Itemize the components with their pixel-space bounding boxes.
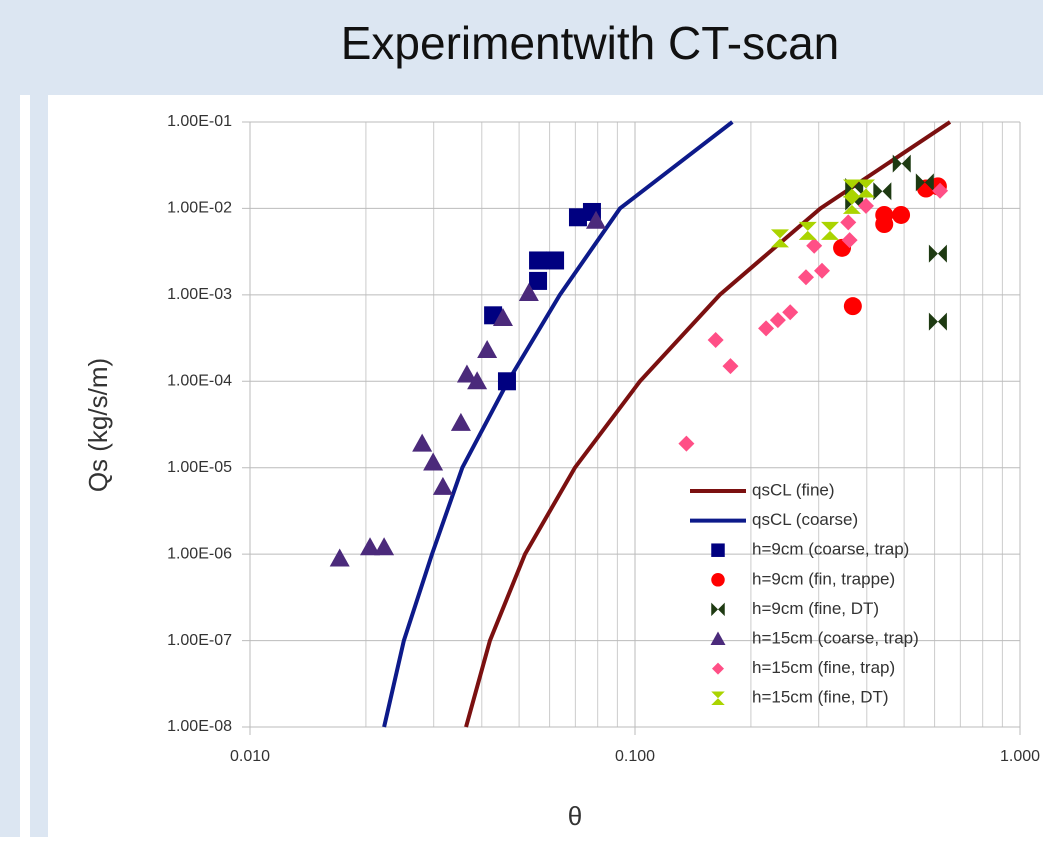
marker-diamond bbox=[814, 262, 831, 279]
marker-diamond bbox=[678, 435, 695, 452]
x-tick-label: 1.000 bbox=[1000, 748, 1040, 765]
legend-label: h=15cm (fine, DT) bbox=[752, 688, 889, 707]
marker-circle bbox=[711, 573, 725, 587]
marker-square bbox=[568, 208, 587, 227]
x-tick-label: 0.010 bbox=[230, 748, 270, 765]
marker-triangle bbox=[450, 412, 471, 431]
marker-square bbox=[529, 271, 548, 290]
legend-label: h=9cm (coarse, trap) bbox=[752, 540, 909, 559]
legend-label: qsCL (coarse) bbox=[752, 510, 858, 529]
y-tick-label: 1.00E-04 bbox=[167, 373, 232, 390]
marker-circle bbox=[875, 205, 894, 224]
marker-bowtie bbox=[928, 244, 947, 263]
side-strip bbox=[20, 95, 30, 837]
y-tick-label: 1.00E-06 bbox=[167, 545, 232, 562]
marker-hourglass bbox=[770, 229, 789, 248]
marker-hourglass bbox=[821, 221, 840, 240]
marker-triangle bbox=[710, 631, 726, 645]
marker-triangle bbox=[423, 452, 444, 471]
marker-hourglass bbox=[798, 221, 817, 240]
marker-diamond bbox=[932, 182, 949, 199]
marker-bowtie bbox=[915, 173, 934, 192]
marker-bowtie bbox=[711, 602, 725, 617]
marker-triangle bbox=[477, 340, 498, 359]
marker-diamond bbox=[857, 197, 874, 214]
marker-square bbox=[711, 543, 725, 557]
marker-diamond bbox=[797, 269, 814, 286]
marker-triangle bbox=[467, 371, 488, 390]
marker-diamond bbox=[712, 662, 724, 675]
marker-circle bbox=[892, 205, 911, 224]
marker-triangle bbox=[374, 537, 395, 556]
marker-diamond bbox=[707, 332, 724, 349]
legend-label: h=15cm (coarse, trap) bbox=[752, 628, 919, 647]
marker-square bbox=[546, 251, 565, 270]
marker-triangle bbox=[329, 548, 350, 567]
marker-diamond bbox=[806, 237, 823, 254]
marker-triangle bbox=[492, 307, 513, 326]
y-axis-label: Qs (kg/s/m) bbox=[83, 358, 113, 492]
y-tick-label: 1.00E-01 bbox=[167, 113, 232, 130]
marker-diamond bbox=[758, 320, 775, 337]
marker-triangle bbox=[586, 210, 607, 229]
y-tick-label: 1.00E-02 bbox=[167, 200, 232, 217]
legend-label: h=9cm (fine, DT) bbox=[752, 599, 879, 618]
marker-diamond bbox=[722, 358, 739, 375]
marker-diamond bbox=[840, 214, 857, 231]
marker-hourglass bbox=[711, 691, 725, 705]
marker-triangle bbox=[432, 476, 453, 495]
legend-label: h=9cm (fin, trappe) bbox=[752, 569, 895, 588]
chart-title: Experimentwith CT-scan bbox=[341, 17, 840, 69]
marker-triangle bbox=[412, 433, 433, 452]
marker-square bbox=[497, 372, 516, 391]
marker-circle bbox=[843, 297, 862, 316]
legend-label: qsCL (fine) bbox=[752, 480, 835, 499]
marker-triangle bbox=[518, 283, 539, 302]
marker-bowtie bbox=[928, 312, 947, 331]
curve bbox=[382, 120, 734, 728]
y-tick-label: 1.00E-08 bbox=[167, 718, 232, 735]
y-tick-label: 1.00E-05 bbox=[167, 459, 232, 476]
marker-triangle bbox=[360, 537, 381, 556]
marker-square bbox=[529, 251, 548, 270]
marker-bowtie bbox=[892, 154, 911, 173]
marker-diamond bbox=[782, 304, 799, 321]
marker-bowtie bbox=[873, 182, 892, 201]
marker-diamond bbox=[769, 312, 786, 329]
marker-triangle bbox=[456, 364, 477, 383]
x-tick-label: 0.100 bbox=[615, 748, 655, 765]
marker-diamond bbox=[841, 232, 858, 249]
marker-hourglass bbox=[842, 179, 861, 198]
legend-label: h=15cm (fine, trap) bbox=[752, 658, 895, 677]
x-axis-label: θ bbox=[568, 801, 582, 831]
marker-hourglass bbox=[842, 195, 861, 214]
y-tick-label: 1.00E-07 bbox=[167, 632, 232, 649]
marker-hourglass bbox=[856, 179, 875, 198]
y-tick-label: 1.00E-03 bbox=[167, 286, 232, 303]
